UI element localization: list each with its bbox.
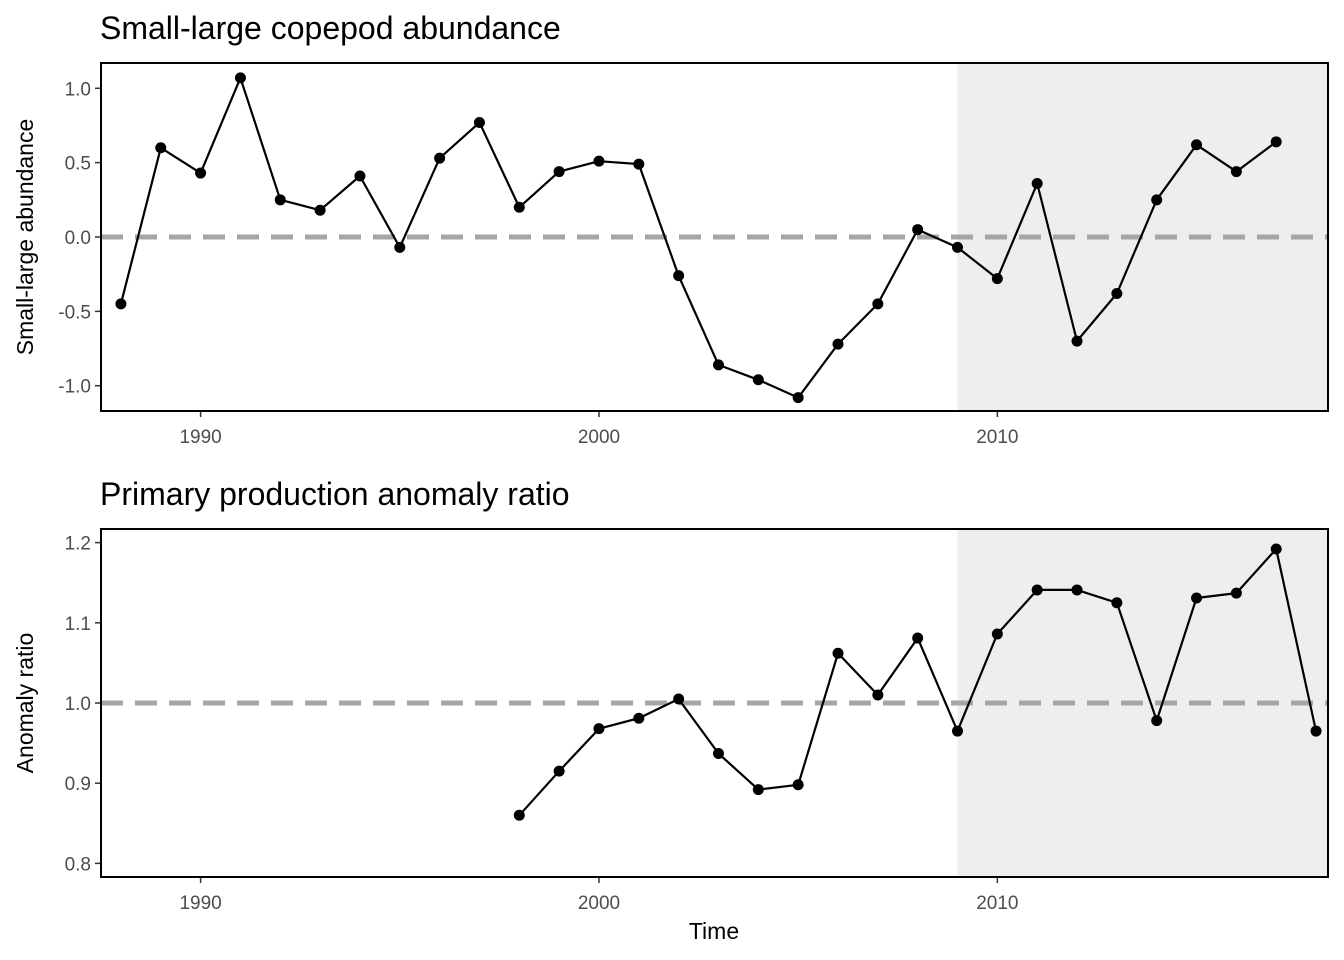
x-axis-title: Time <box>689 918 739 944</box>
data-point <box>1111 597 1123 609</box>
data-point <box>633 712 645 724</box>
data-point <box>991 273 1003 285</box>
x-tick-label: 2000 <box>578 893 620 914</box>
data-point <box>434 152 446 164</box>
data-point <box>752 374 764 386</box>
y-tick-label: 0.8 <box>65 854 91 875</box>
data-point <box>712 359 724 371</box>
data-point <box>593 155 605 167</box>
y-tick-label: 1.1 <box>65 614 91 635</box>
data-point <box>354 170 366 182</box>
data-point <box>792 392 804 404</box>
data-point <box>872 298 884 310</box>
chart-panel-copepod: Small-large copepod abundance -1.0 -0.5 0.… <box>12 10 1329 448</box>
y-tick-label: 0.0 <box>65 228 91 249</box>
data-point <box>952 725 964 737</box>
data-point <box>1111 288 1123 300</box>
data-point <box>1151 194 1163 206</box>
data-point <box>234 72 246 84</box>
data-point <box>712 748 724 760</box>
data-point <box>314 204 326 216</box>
x-tick-label: 2010 <box>976 893 1018 914</box>
y-axis-title: Anomaly ratio <box>12 633 38 774</box>
data-point <box>274 194 286 206</box>
chart-panel-primary-production: Primary production anomaly ratio 0.8 0.9 1… <box>12 476 1329 944</box>
data-point <box>1191 139 1203 151</box>
data-point <box>115 298 127 310</box>
panel-border <box>100 528 1329 878</box>
y-tick-label: 1.0 <box>65 79 91 100</box>
y-tick-label: -1.0 <box>58 377 91 398</box>
data-point <box>832 338 844 350</box>
data-point <box>394 241 406 253</box>
data-point <box>1230 166 1242 178</box>
data-point <box>155 142 167 154</box>
data-point <box>952 241 964 253</box>
x-tick-label: 1990 <box>179 893 221 914</box>
series-points <box>115 72 1282 404</box>
data-point <box>792 779 804 791</box>
data-point <box>673 270 685 282</box>
y-axis-ticks: 0.8 0.9 1.0 1.1 1.2 <box>65 534 101 875</box>
data-point <box>195 167 207 179</box>
data-point <box>832 647 844 659</box>
y-tick-label: 0.5 <box>65 154 91 175</box>
data-point <box>513 201 525 213</box>
data-point <box>553 166 565 178</box>
data-point <box>991 628 1003 640</box>
x-axis-ticks: 1990 2000 2010 <box>179 411 1018 448</box>
data-point <box>1270 543 1282 555</box>
data-point <box>1151 715 1163 727</box>
x-tick-label: 2000 <box>578 427 620 448</box>
y-tick-label: 1.0 <box>65 694 91 715</box>
data-point <box>752 784 764 796</box>
data-point <box>1230 587 1242 599</box>
data-point <box>1191 592 1203 604</box>
chart-title: Primary production anomaly ratio <box>100 476 570 512</box>
data-point <box>1031 177 1043 189</box>
data-point <box>1270 136 1282 148</box>
data-point <box>872 689 884 701</box>
data-point <box>1310 725 1322 737</box>
data-point <box>553 765 565 777</box>
y-tick-label: -0.5 <box>58 302 91 323</box>
data-point <box>1071 335 1083 347</box>
data-point <box>1031 584 1043 596</box>
y-tick-label: 1.2 <box>65 534 91 555</box>
data-point <box>912 224 924 236</box>
data-point <box>513 809 525 821</box>
data-point <box>1071 584 1083 596</box>
x-axis-ticks: 1990 2000 2010 <box>179 877 1018 914</box>
data-point <box>673 693 685 705</box>
x-tick-label: 1990 <box>179 427 221 448</box>
data-point <box>473 116 485 128</box>
data-point <box>593 723 605 735</box>
y-tick-label: 0.9 <box>65 774 91 795</box>
y-axis-ticks: -1.0 -0.5 0.0 0.5 1.0 <box>58 79 101 398</box>
x-tick-label: 2010 <box>976 427 1018 448</box>
panel-border <box>100 62 1329 412</box>
y-axis-title: Small-large abundance <box>12 119 38 356</box>
data-point <box>912 632 924 644</box>
data-point <box>633 158 645 170</box>
series-line <box>119 76 1277 399</box>
chart-title: Small-large copepod abundance <box>100 10 561 46</box>
series-points <box>513 543 1322 821</box>
